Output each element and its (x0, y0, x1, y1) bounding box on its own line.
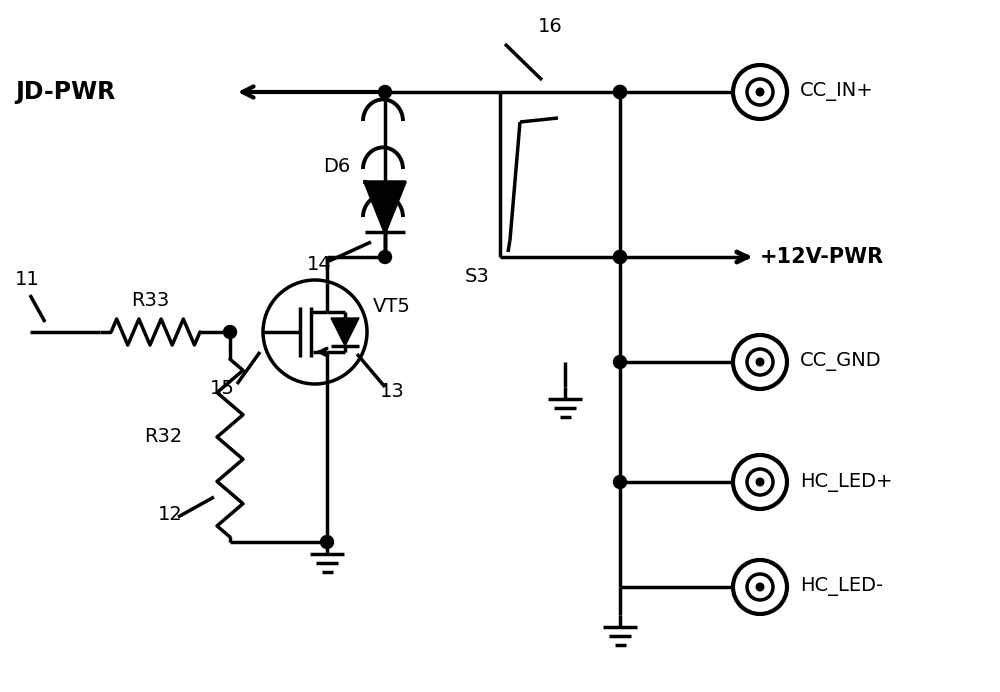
Circle shape (320, 536, 334, 549)
Circle shape (223, 325, 237, 338)
Text: R32: R32 (144, 428, 182, 446)
Circle shape (378, 86, 392, 98)
Circle shape (756, 88, 764, 95)
Text: JD-PWR: JD-PWR (15, 80, 115, 104)
Text: S3: S3 (465, 267, 490, 286)
Text: +12V-PWR: +12V-PWR (760, 247, 884, 267)
Circle shape (614, 356, 626, 369)
Circle shape (756, 478, 764, 486)
Circle shape (614, 251, 626, 264)
Text: CC_IN+: CC_IN+ (800, 82, 874, 102)
Circle shape (614, 251, 626, 264)
Text: HC_LED-: HC_LED- (800, 578, 883, 597)
Text: 15: 15 (210, 379, 235, 398)
Text: 16: 16 (538, 17, 563, 36)
Polygon shape (331, 318, 359, 346)
Text: 13: 13 (380, 382, 405, 401)
Circle shape (614, 475, 626, 489)
Text: HC_LED+: HC_LED+ (800, 473, 893, 491)
Text: 12: 12 (158, 505, 183, 524)
Circle shape (378, 251, 392, 264)
Polygon shape (365, 182, 405, 232)
Circle shape (756, 358, 764, 366)
Circle shape (756, 583, 764, 591)
Text: D6: D6 (323, 157, 350, 176)
Circle shape (614, 86, 626, 98)
Text: 11: 11 (15, 270, 40, 289)
Text: VT5: VT5 (373, 298, 411, 316)
Text: R33: R33 (131, 291, 169, 310)
Circle shape (614, 86, 626, 98)
Text: 14: 14 (307, 255, 332, 274)
Text: CC_GND: CC_GND (800, 352, 882, 372)
